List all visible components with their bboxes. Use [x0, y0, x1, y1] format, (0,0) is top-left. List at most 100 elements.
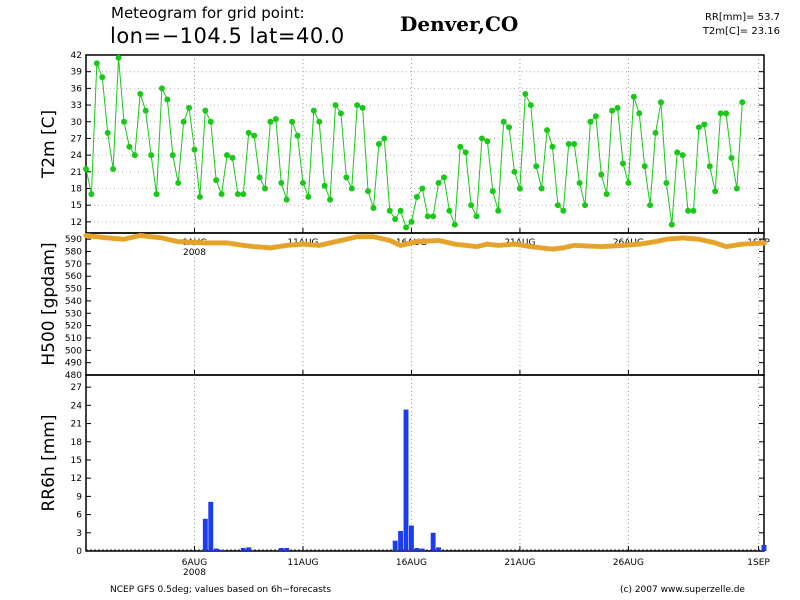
- date-sublabel: 2008: [183, 568, 206, 578]
- temperature-point: [278, 179, 285, 186]
- footer-credit: (c) 2007 www.superzelle.de: [620, 585, 745, 595]
- y-tick-label: 18: [71, 438, 83, 448]
- temperature-point: [636, 110, 643, 117]
- y-axis-label: RR6h [mm]: [39, 414, 59, 511]
- temperature-point: [191, 146, 198, 153]
- y-tick-label: 27: [71, 383, 82, 393]
- precip-bar: [398, 530, 404, 551]
- date-label: 16AUG: [396, 558, 427, 568]
- y-tick-label: 560: [65, 272, 82, 282]
- temperature-point: [131, 152, 138, 159]
- y-tick-label: 580: [65, 248, 82, 258]
- temperature-point: [207, 118, 214, 125]
- precip-bar: [219, 549, 225, 551]
- temperature-point: [267, 118, 274, 125]
- temperature-point: [424, 213, 431, 220]
- temperature-point: [137, 90, 144, 97]
- temperature-point: [392, 216, 399, 223]
- temperature-point: [148, 152, 155, 159]
- y-tick-label: 510: [65, 334, 82, 344]
- temperature-point: [495, 207, 502, 214]
- temperature-point: [630, 93, 637, 100]
- temperature-point: [668, 221, 675, 228]
- temperature-point: [484, 138, 491, 145]
- temperature-point: [527, 102, 534, 109]
- temperature-point: [717, 110, 724, 117]
- temperature-point: [647, 202, 654, 209]
- temperature-point: [685, 207, 692, 214]
- temperature-point: [430, 213, 437, 220]
- temperature-point: [126, 143, 133, 150]
- temperature-point: [359, 104, 366, 111]
- panel-frame: [85, 54, 765, 234]
- temperature-point: [294, 132, 301, 139]
- temperature-point: [663, 179, 670, 186]
- temperature-point: [587, 118, 594, 125]
- temperature-point: [169, 152, 176, 159]
- date-label: 6AUG: [182, 558, 207, 568]
- precip-bar: [408, 525, 414, 551]
- y-tick-label: 480: [65, 371, 82, 381]
- temperature-point: [619, 160, 626, 167]
- temperature-point: [462, 149, 469, 156]
- temperature-point: [695, 124, 702, 131]
- temperature-point: [554, 202, 561, 209]
- temperature-point: [549, 143, 556, 150]
- temperature-point: [516, 185, 523, 192]
- precip-bar: [761, 544, 767, 551]
- temperature-point: [375, 141, 382, 147]
- temperature-point: [408, 218, 415, 225]
- temperature-point: [321, 182, 328, 189]
- temperature-point: [446, 207, 453, 214]
- temperature-point: [478, 135, 485, 142]
- temperature-point: [723, 110, 730, 117]
- temperature-point: [234, 191, 241, 198]
- temperature-point: [164, 96, 171, 103]
- temperature-point: [652, 129, 659, 136]
- panel-frame: [85, 374, 765, 552]
- y-tick-label: 550: [65, 285, 82, 295]
- temperature-point: [99, 74, 106, 81]
- temperature-point: [625, 179, 632, 186]
- temperature-point: [544, 127, 551, 134]
- temperature-point: [657, 99, 664, 106]
- temperature-line: [85, 57, 743, 229]
- temperature-point: [93, 60, 100, 67]
- precip-bar: [278, 547, 284, 551]
- temperature-point: [175, 179, 182, 186]
- temperature-point: [327, 196, 334, 203]
- y-tick-label: 15: [71, 456, 82, 466]
- temperature-point: [701, 121, 708, 128]
- y-tick-label: 0: [76, 547, 82, 557]
- temperature-point: [240, 191, 247, 198]
- temperature-point: [473, 213, 480, 220]
- precip-bar: [414, 547, 420, 551]
- temperature-point: [158, 85, 165, 92]
- temperature-point: [251, 132, 258, 139]
- temperature-point: [153, 191, 160, 198]
- temperature-point: [576, 179, 583, 186]
- temperature-point: [397, 207, 404, 214]
- y-tick-label: 27: [71, 134, 82, 144]
- temperature-point: [256, 174, 263, 181]
- precip-bar: [284, 547, 290, 551]
- stat-temp-mean: T2m[C]= 23.16: [702, 26, 780, 37]
- temperature-point: [506, 124, 513, 131]
- temperature-point: [440, 174, 447, 181]
- temperature-point: [522, 90, 529, 97]
- temperature-point: [337, 110, 344, 117]
- temperature-point: [115, 54, 122, 61]
- temperature-point: [120, 118, 127, 125]
- temperature-point: [299, 179, 306, 186]
- y-tick-label: 12: [71, 218, 82, 228]
- temperature-point: [500, 118, 507, 125]
- temperature-point: [451, 221, 458, 228]
- y-tick-label: 570: [65, 260, 82, 270]
- temperature-point: [457, 143, 464, 150]
- temperature-point: [614, 104, 621, 111]
- date-label: 1SEP: [747, 558, 770, 568]
- temperature-point: [202, 107, 209, 114]
- temperature-point: [468, 202, 475, 209]
- temperature-point: [245, 129, 252, 136]
